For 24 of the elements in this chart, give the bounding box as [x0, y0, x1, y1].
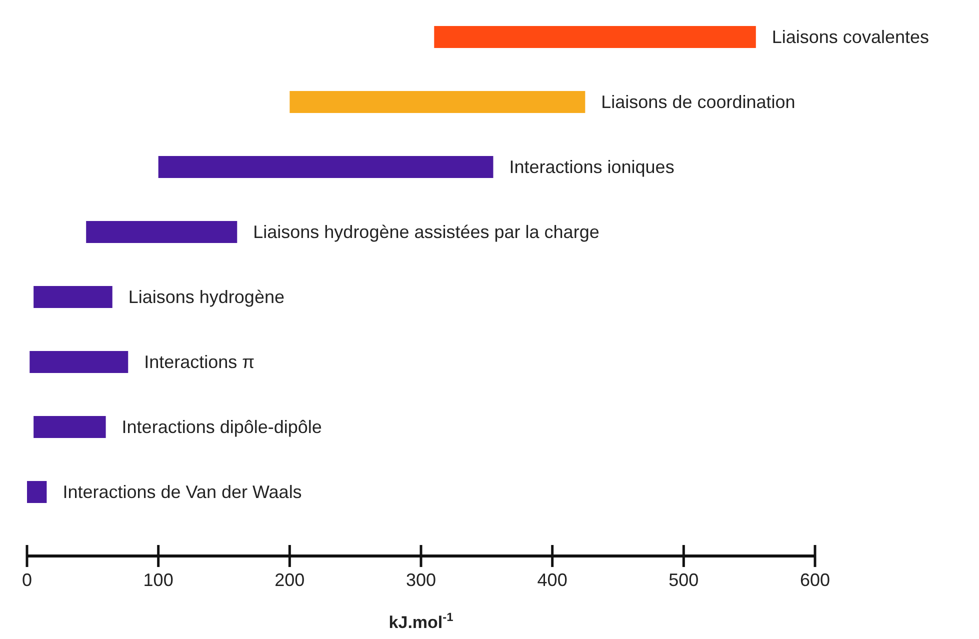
y-tick-label: Liaisons de coordination: [601, 92, 796, 112]
x-tick-label: 400: [537, 570, 568, 590]
bar: [30, 351, 128, 373]
x-tick-label: 0: [22, 570, 32, 590]
y-tick-label: Interactions de Van der Waals: [62, 482, 302, 502]
bar: [27, 481, 47, 503]
x-tick-label: 100: [143, 570, 174, 590]
bar: [290, 91, 586, 113]
y-tick-label: Liaisons hydrogène assistées par la charge: [253, 222, 600, 242]
x-tick-label: 600: [800, 570, 830, 590]
x-axis-title: kJ.mol$^{-1}$: [388, 610, 454, 632]
y-tick-label: Liaisons hydrogène: [128, 287, 284, 307]
x-tick-label: 200: [274, 570, 305, 590]
bar: [34, 416, 106, 438]
y-tick-label: Interactions ioniques: [509, 157, 674, 177]
y-tick-label: Interactions π: [144, 352, 255, 372]
x-tick-label: 300: [406, 570, 436, 590]
y-tick-label: Liaisons covalentes: [772, 27, 930, 47]
bar: [34, 286, 112, 308]
bar: [86, 221, 238, 243]
bar: [158, 156, 494, 178]
bar: [434, 26, 756, 48]
y-tick-label: Interactions dipôle-dipôle: [122, 417, 322, 437]
x-tick-label: 500: [668, 570, 699, 590]
